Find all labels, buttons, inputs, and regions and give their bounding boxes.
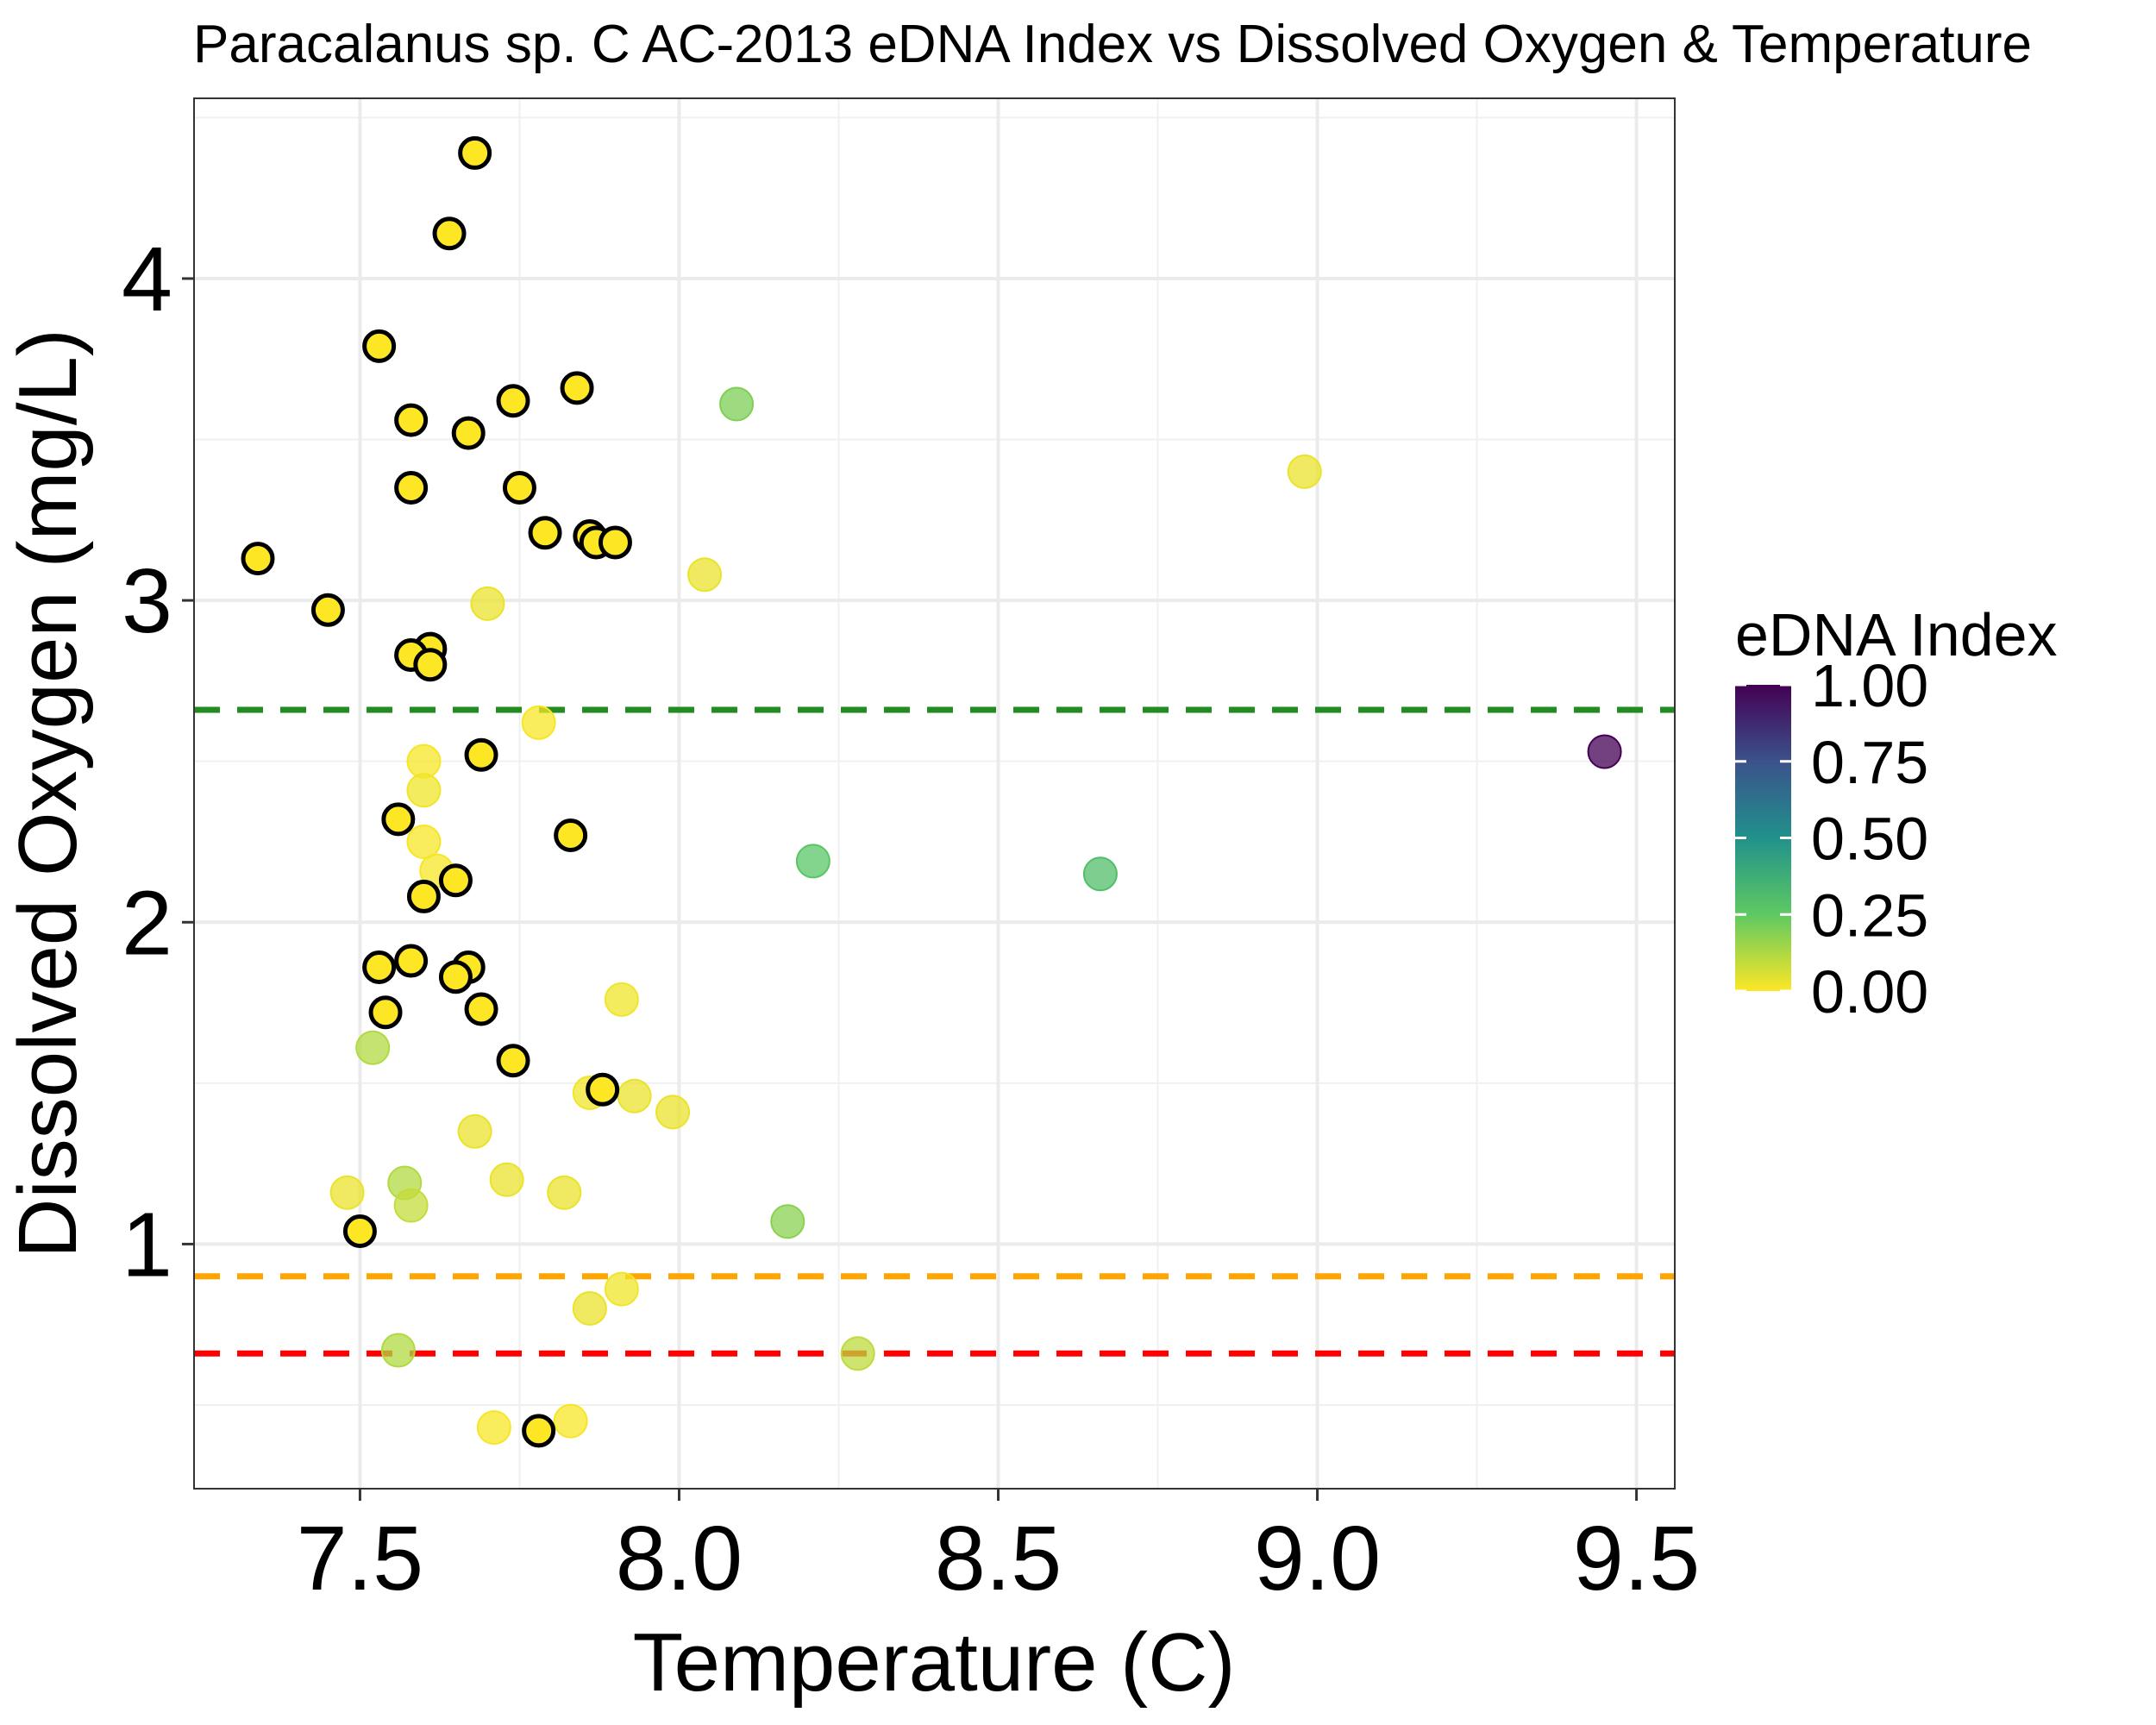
data-point-outlined	[528, 516, 562, 550]
x-tick-label: 8.0	[616, 1508, 743, 1609]
data-point-outlined	[458, 135, 492, 170]
data-point	[355, 1030, 391, 1065]
legend-tick-label: 1.00	[1811, 652, 1928, 719]
data-point-outlined	[368, 995, 403, 1030]
y-tick-label: 4	[122, 229, 172, 330]
data-point-outlined	[342, 1214, 377, 1248]
x-tick-label: 7.5	[297, 1508, 423, 1609]
y-tick-label: 2	[122, 872, 172, 974]
plot-border	[193, 97, 1676, 1490]
data-point-outlined	[560, 371, 594, 405]
legend-tick-label: 0.50	[1811, 806, 1928, 873]
y-axis-title: Dissolved Oxygen (mg/L)	[2, 329, 94, 1258]
data-point-outlined	[522, 1414, 556, 1448]
color-legend: eDNA Index 1.00 0.75 0.50 0.25 0.00	[1735, 601, 2058, 1026]
data-point	[406, 773, 442, 808]
data-point-outlined	[496, 1044, 530, 1078]
data-point	[655, 1095, 691, 1130]
data-point	[604, 982, 639, 1017]
data-point	[393, 1188, 429, 1223]
x-tick-label: 9.5	[1573, 1508, 1700, 1609]
x-axis-title: Temperature (C)	[633, 1616, 1236, 1709]
data-point-outlined	[451, 416, 486, 450]
data-point	[770, 1204, 805, 1239]
data-point	[329, 1175, 365, 1210]
data-point-outlined	[432, 216, 467, 251]
data-point-outlined	[394, 944, 429, 978]
data-point-outlined	[406, 879, 441, 913]
major-gridlines	[194, 98, 1675, 1489]
legend-tick-label: 0.25	[1811, 881, 1928, 949]
data-point	[489, 1162, 524, 1197]
data-point	[795, 844, 830, 879]
data-point	[547, 1175, 582, 1210]
data-point	[380, 1333, 416, 1368]
data-point-outlined	[362, 329, 397, 363]
y-axis: 1 2 3 4	[122, 229, 194, 1295]
chart-title: Paracalanus sp. C AC-2013 eDNA Index vs …	[193, 15, 2032, 74]
data-point-outlined	[394, 403, 429, 437]
data-point	[457, 1113, 492, 1149]
data-point-outlined	[502, 471, 536, 505]
data-point-outlined	[464, 992, 498, 1026]
data-point-outlined	[554, 819, 588, 853]
data-point	[406, 824, 442, 859]
legend-tick-label: 0.00	[1811, 958, 1928, 1026]
legend-title: eDNA Index	[1735, 601, 2058, 668]
data-points	[241, 135, 1622, 1448]
data-point	[1587, 734, 1622, 769]
data-point	[572, 1291, 607, 1327]
data-point	[476, 1410, 511, 1446]
data-point-outlined	[381, 802, 416, 837]
data-point	[553, 1403, 588, 1439]
legend-tick-label: 0.75	[1811, 729, 1928, 796]
data-point-outlined	[496, 384, 530, 418]
data-point	[1287, 454, 1322, 489]
data-point-outlined	[310, 593, 345, 627]
data-point	[521, 705, 556, 740]
data-point-outlined	[464, 737, 498, 772]
data-point	[687, 557, 723, 593]
data-point-outlined	[598, 525, 632, 560]
x-axis: 7.5 8.0 8.5 9.0 9.5	[297, 1489, 1700, 1609]
legend-ticks: 1.00 0.75 0.50 0.25 0.00	[1735, 652, 1928, 1026]
reference-lines	[194, 706, 1675, 1357]
data-point	[1082, 856, 1118, 892]
y-tick-label: 1	[122, 1194, 172, 1295]
y-tick-label: 3	[122, 550, 172, 652]
data-point-outlined	[362, 950, 397, 984]
data-point-outlined	[438, 863, 473, 898]
data-point-outlined	[438, 960, 473, 994]
x-tick-label: 9.0	[1254, 1508, 1381, 1609]
plot-panel	[194, 98, 1675, 1489]
data-point-outlined	[241, 542, 275, 576]
data-point-outlined	[413, 648, 448, 682]
data-point-outlined	[586, 1072, 620, 1107]
data-point	[617, 1078, 652, 1113]
data-point	[470, 586, 505, 621]
data-point	[719, 386, 755, 422]
x-tick-label: 8.5	[935, 1508, 1062, 1609]
data-point	[604, 1271, 639, 1307]
data-point	[406, 743, 442, 779]
data-point-outlined	[394, 471, 429, 505]
minor-gridlines	[194, 98, 1675, 1489]
data-point	[840, 1336, 875, 1371]
